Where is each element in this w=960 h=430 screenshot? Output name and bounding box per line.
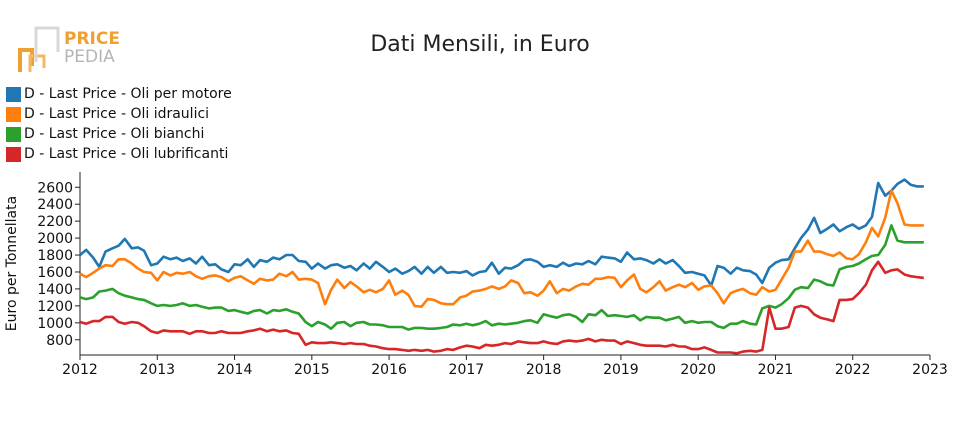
x-tick-label: 2015	[294, 362, 330, 378]
series-line-4	[79, 260, 924, 355]
y-axis-label: Euro per Tonnellata	[4, 196, 20, 331]
legend-label: D - Last Price - Oli bianchi	[24, 126, 205, 142]
y-tick-label: 2600	[37, 180, 73, 196]
legend-label: D - Last Price - Oli lubrificanti	[24, 146, 229, 162]
y-tick-label: 1600	[37, 265, 73, 281]
x-tick-label: 2019	[603, 362, 639, 378]
y-tick-label: 2200	[37, 214, 73, 230]
legend-label: D - Last Price - Oli per motore	[24, 86, 232, 102]
x-tick-label: 2020	[680, 362, 716, 378]
legend-item[interactable]: D - Last Price - Oli idraulici	[6, 104, 232, 124]
x-tick-label: 2014	[217, 362, 253, 378]
legend-swatch	[6, 126, 21, 142]
x-tick-label: 2021	[758, 362, 794, 378]
x-tick-label: 2017	[449, 362, 485, 378]
y-tick-label: 1200	[37, 299, 73, 315]
series-line-2	[79, 189, 924, 308]
y-tick-label: 1400	[37, 282, 73, 298]
x-tick-label: 2012	[62, 362, 98, 378]
legend-label: D - Last Price - Oli idraulici	[24, 106, 210, 122]
x-tick-label: 2018	[526, 362, 562, 378]
series-line-1	[79, 178, 924, 287]
x-tick-label: 2022	[835, 362, 871, 378]
chart-legend: D - Last Price - Oli per motore D - Last …	[6, 84, 232, 164]
legend-item[interactable]: D - Last Price - Oli bianchi	[6, 124, 232, 144]
y-tick-label: 2000	[37, 231, 73, 247]
logo-text-price: PRICE	[64, 29, 120, 49]
y-tick-label: 2400	[37, 197, 73, 213]
x-tick-label: 2013	[139, 362, 175, 378]
series-line-3	[79, 224, 924, 331]
logo-text-pedia: PEDIA	[64, 47, 115, 67]
legend-swatch	[6, 106, 21, 122]
legend-item[interactable]: D - Last Price - Oli lubrificanti	[6, 144, 232, 164]
chart-title: Dati Mensili, in Euro	[370, 32, 590, 57]
x-tick-label: 2023	[912, 362, 948, 378]
y-tick-label: 800	[46, 333, 73, 349]
legend-item[interactable]: D - Last Price - Oli per motore	[6, 84, 232, 104]
y-tick-label: 1800	[37, 248, 73, 264]
pricepedia-logo: PRICE PEDIA	[18, 26, 120, 72]
logo-mark-icon	[18, 26, 60, 72]
y-tick-label: 1000	[37, 316, 73, 332]
legend-swatch	[6, 86, 21, 102]
x-tick-label: 2016	[371, 362, 407, 378]
legend-swatch	[6, 146, 21, 162]
